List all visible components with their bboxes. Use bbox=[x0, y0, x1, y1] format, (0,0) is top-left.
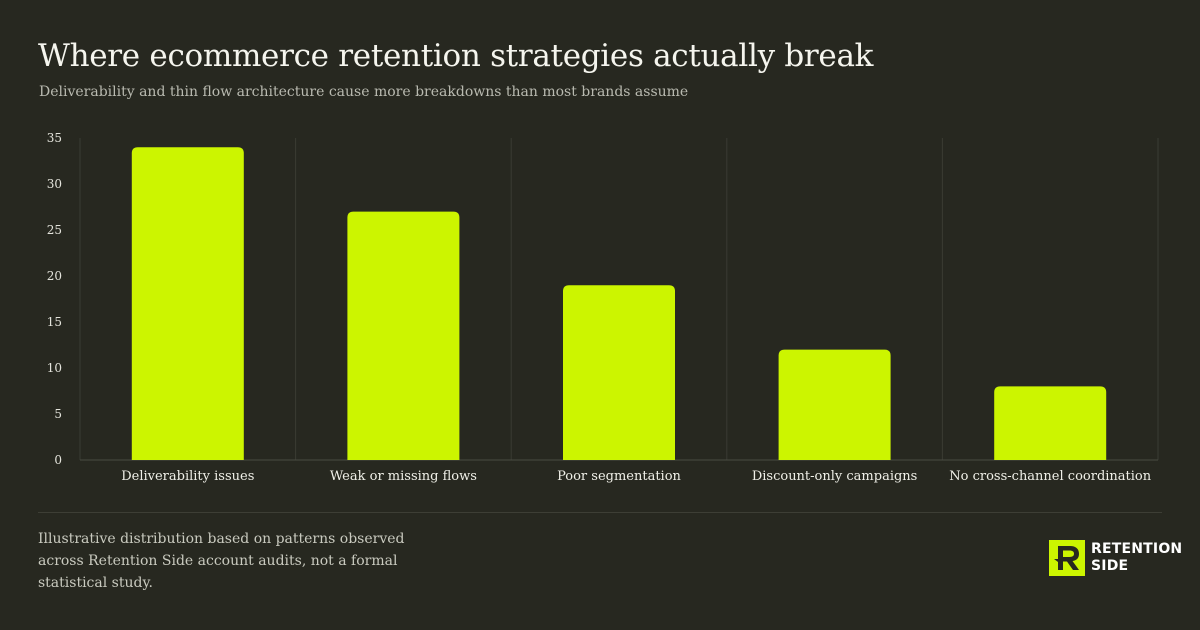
brand-line-1: RETENTION bbox=[1091, 541, 1183, 557]
y-tick-label: 25 bbox=[47, 223, 62, 237]
x-tick-label: Weak or missing flows bbox=[330, 469, 477, 484]
y-tick-label: 10 bbox=[47, 361, 62, 375]
retention-side-logo-icon bbox=[1049, 540, 1085, 576]
x-tick-label: Discount-only campaigns bbox=[752, 469, 918, 484]
page-title: Where ecommerce retention strategies act… bbox=[38, 38, 874, 74]
brand-line-2: SIDE bbox=[1091, 558, 1129, 574]
y-tick-label: 15 bbox=[47, 315, 62, 329]
bar-chart: 0 5 10 15 20 25 30 35 Deliverability issues Weak … bbox=[47, 131, 1159, 484]
x-tick-label: Deliverability issues bbox=[121, 469, 254, 484]
page-subtitle: Deliverability and thin flow architectur… bbox=[39, 84, 689, 100]
y-tick-label: 30 bbox=[47, 177, 62, 191]
bar bbox=[778, 349, 891, 460]
x-tick-label: Poor segmentation bbox=[557, 469, 681, 484]
footnote: Illustrative distribution based on patte… bbox=[38, 531, 405, 591]
y-tick-label: 0 bbox=[54, 453, 62, 467]
brand-logo: RETENTION SIDE bbox=[1049, 540, 1182, 576]
bar bbox=[131, 147, 244, 460]
bar bbox=[347, 211, 460, 460]
footer-divider bbox=[38, 512, 1162, 513]
x-tick-label: No cross-channel coordination bbox=[949, 469, 1151, 484]
y-tick-label: 20 bbox=[47, 269, 62, 283]
bar bbox=[563, 285, 675, 460]
y-tick-label: 5 bbox=[54, 407, 62, 421]
brand-wordmark: RETENTION SIDE bbox=[1091, 541, 1182, 575]
bar bbox=[994, 386, 1107, 460]
y-tick-label: 35 bbox=[47, 131, 62, 145]
